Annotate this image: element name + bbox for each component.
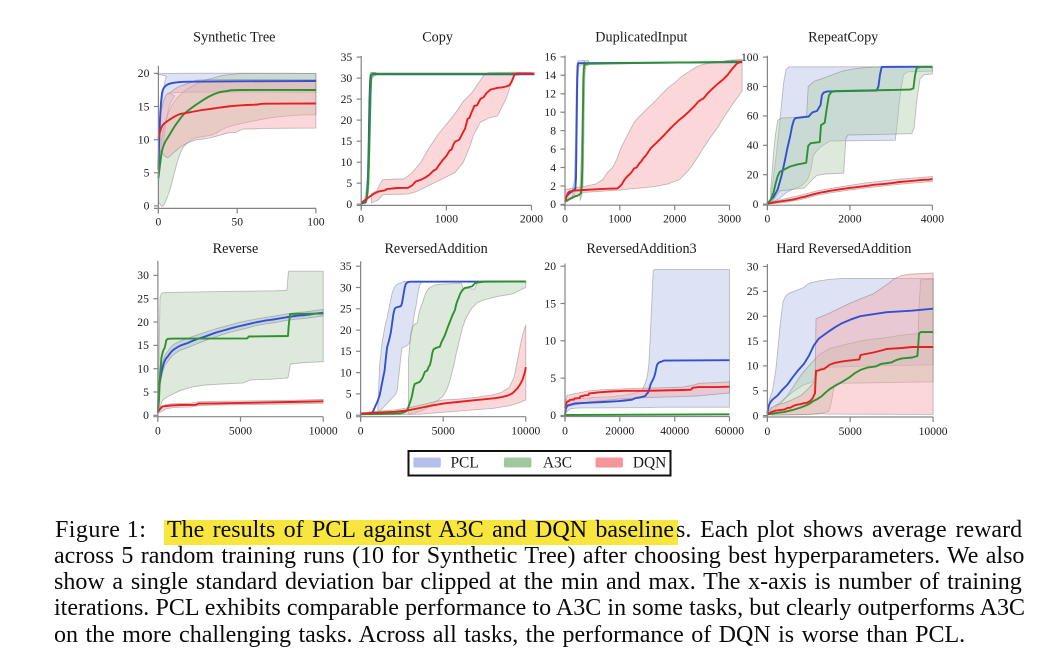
svg-text:40: 40	[747, 139, 759, 152]
svg-text:0: 0	[550, 198, 556, 211]
svg-text:30: 30	[747, 260, 759, 273]
svg-text:6: 6	[550, 143, 556, 156]
svg-text:10: 10	[544, 335, 556, 348]
svg-text:15: 15	[137, 339, 149, 352]
svg-text:0: 0	[156, 216, 162, 229]
svg-text:0: 0	[753, 409, 759, 422]
svg-text:15: 15	[340, 345, 352, 358]
svg-text:20: 20	[341, 114, 353, 127]
svg-text:30: 30	[340, 281, 352, 294]
svg-text:5: 5	[143, 386, 149, 399]
svg-text:0: 0	[144, 200, 150, 213]
svg-text:Copy: Copy	[422, 30, 454, 46]
svg-text:60000: 60000	[715, 425, 744, 438]
svg-text:15: 15	[138, 100, 150, 113]
svg-text:2000: 2000	[838, 212, 861, 225]
svg-text:10: 10	[137, 363, 149, 376]
svg-text:10: 10	[341, 156, 353, 169]
svg-text:0: 0	[562, 425, 568, 438]
svg-text:80: 80	[747, 80, 759, 93]
svg-text:0: 0	[753, 198, 759, 211]
svg-text:30: 30	[341, 72, 353, 85]
svg-text:20: 20	[747, 310, 759, 323]
svg-text:4000: 4000	[921, 212, 944, 225]
svg-text:A3C: A3C	[543, 455, 572, 472]
svg-text:0: 0	[155, 425, 161, 438]
svg-text:8: 8	[550, 124, 556, 137]
svg-text:100: 100	[307, 216, 325, 229]
svg-text:5: 5	[550, 372, 556, 385]
svg-text:10: 10	[340, 366, 352, 379]
svg-text:0: 0	[550, 409, 556, 422]
svg-text:0: 0	[346, 198, 352, 211]
svg-text:25: 25	[341, 93, 353, 106]
svg-text:2000: 2000	[663, 212, 686, 225]
svg-text:15: 15	[341, 135, 353, 148]
svg-text:15: 15	[544, 297, 556, 310]
svg-text:3000: 3000	[718, 212, 741, 225]
svg-text:25: 25	[747, 285, 759, 298]
svg-text:60: 60	[747, 110, 759, 123]
svg-text:Reverse: Reverse	[213, 241, 259, 257]
svg-text:5000: 5000	[229, 425, 252, 438]
svg-text:DuplicatedInput: DuplicatedInput	[595, 30, 687, 46]
svg-text:0: 0	[346, 409, 352, 422]
svg-text:15: 15	[747, 335, 759, 348]
svg-text:Hard ReversedAddition: Hard ReversedAddition	[776, 241, 911, 257]
svg-text:Synthetic Tree: Synthetic Tree	[193, 30, 275, 46]
svg-text:2000: 2000	[520, 213, 543, 226]
svg-text:20: 20	[138, 67, 150, 80]
svg-text:5: 5	[346, 388, 352, 401]
svg-text:5: 5	[753, 385, 759, 398]
svg-text:20: 20	[340, 324, 352, 337]
svg-text:10000: 10000	[919, 425, 948, 438]
svg-text:5: 5	[144, 167, 150, 180]
svg-text:0: 0	[358, 213, 364, 226]
svg-text:25: 25	[340, 303, 352, 316]
svg-text:0: 0	[143, 409, 149, 422]
svg-text:2: 2	[550, 180, 556, 193]
svg-text:20000: 20000	[605, 425, 634, 438]
svg-text:1000: 1000	[608, 212, 631, 225]
svg-text:16: 16	[544, 51, 556, 64]
svg-text:100: 100	[741, 51, 759, 64]
svg-text:5: 5	[346, 177, 352, 190]
svg-text:12: 12	[544, 88, 556, 101]
svg-text:10000: 10000	[309, 425, 338, 438]
svg-text:10: 10	[544, 106, 556, 119]
svg-text:1000: 1000	[435, 213, 458, 226]
svg-text:PCL: PCL	[451, 455, 479, 472]
svg-text:20: 20	[137, 316, 149, 329]
svg-text:ReversedAddition3: ReversedAddition3	[586, 241, 696, 257]
svg-text:50: 50	[231, 216, 243, 229]
svg-text:0: 0	[358, 425, 364, 438]
svg-text:RepeatCopy: RepeatCopy	[808, 30, 879, 46]
svg-text:14: 14	[544, 69, 556, 82]
svg-text:0: 0	[765, 425, 771, 438]
svg-text:40000: 40000	[660, 425, 689, 438]
svg-text:4: 4	[550, 161, 556, 174]
svg-text:0: 0	[562, 212, 568, 225]
svg-text:20: 20	[747, 169, 759, 182]
svg-text:35: 35	[341, 51, 353, 64]
svg-text:DQN: DQN	[633, 455, 666, 472]
svg-text:0: 0	[765, 212, 771, 225]
svg-text:10000: 10000	[511, 425, 540, 438]
svg-text:20: 20	[544, 260, 556, 273]
svg-text:10: 10	[138, 134, 150, 147]
svg-text:5000: 5000	[839, 425, 862, 438]
svg-text:25: 25	[137, 293, 149, 306]
svg-text:10: 10	[747, 360, 759, 373]
svg-text:ReversedAddition: ReversedAddition	[384, 241, 487, 257]
svg-text:30: 30	[137, 269, 149, 282]
svg-text:5000: 5000	[432, 425, 455, 438]
svg-text:35: 35	[340, 260, 352, 273]
